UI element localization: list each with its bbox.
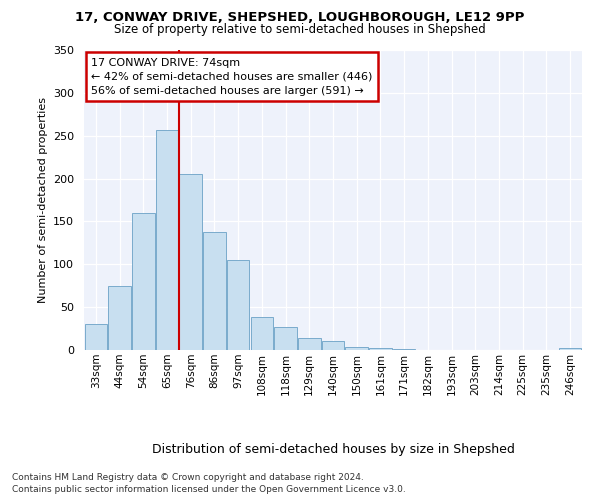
Bar: [109, 286, 131, 350]
Bar: [274, 327, 297, 350]
Text: Contains public sector information licensed under the Open Government Licence v3: Contains public sector information licen…: [12, 485, 406, 494]
Text: 17 CONWAY DRIVE: 74sqm
← 42% of semi-detached houses are smaller (446)
56% of se: 17 CONWAY DRIVE: 74sqm ← 42% of semi-det…: [91, 58, 373, 96]
Text: Distribution of semi-detached houses by size in Shepshed: Distribution of semi-detached houses by …: [152, 442, 514, 456]
Bar: [179, 174, 202, 350]
Bar: [251, 318, 273, 350]
Bar: [203, 232, 226, 350]
Bar: [393, 349, 415, 350]
Bar: [156, 130, 178, 350]
Text: 17, CONWAY DRIVE, SHEPSHED, LOUGHBOROUGH, LE12 9PP: 17, CONWAY DRIVE, SHEPSHED, LOUGHBOROUGH…: [76, 11, 524, 24]
Text: Size of property relative to semi-detached houses in Shepshed: Size of property relative to semi-detach…: [114, 22, 486, 36]
Bar: [346, 346, 368, 350]
Bar: [559, 348, 581, 350]
Bar: [298, 338, 320, 350]
Text: Contains HM Land Registry data © Crown copyright and database right 2024.: Contains HM Land Registry data © Crown c…: [12, 472, 364, 482]
Bar: [227, 260, 250, 350]
Bar: [322, 342, 344, 350]
Bar: [85, 324, 107, 350]
Bar: [369, 348, 392, 350]
Y-axis label: Number of semi-detached properties: Number of semi-detached properties: [38, 97, 47, 303]
Bar: [132, 213, 155, 350]
